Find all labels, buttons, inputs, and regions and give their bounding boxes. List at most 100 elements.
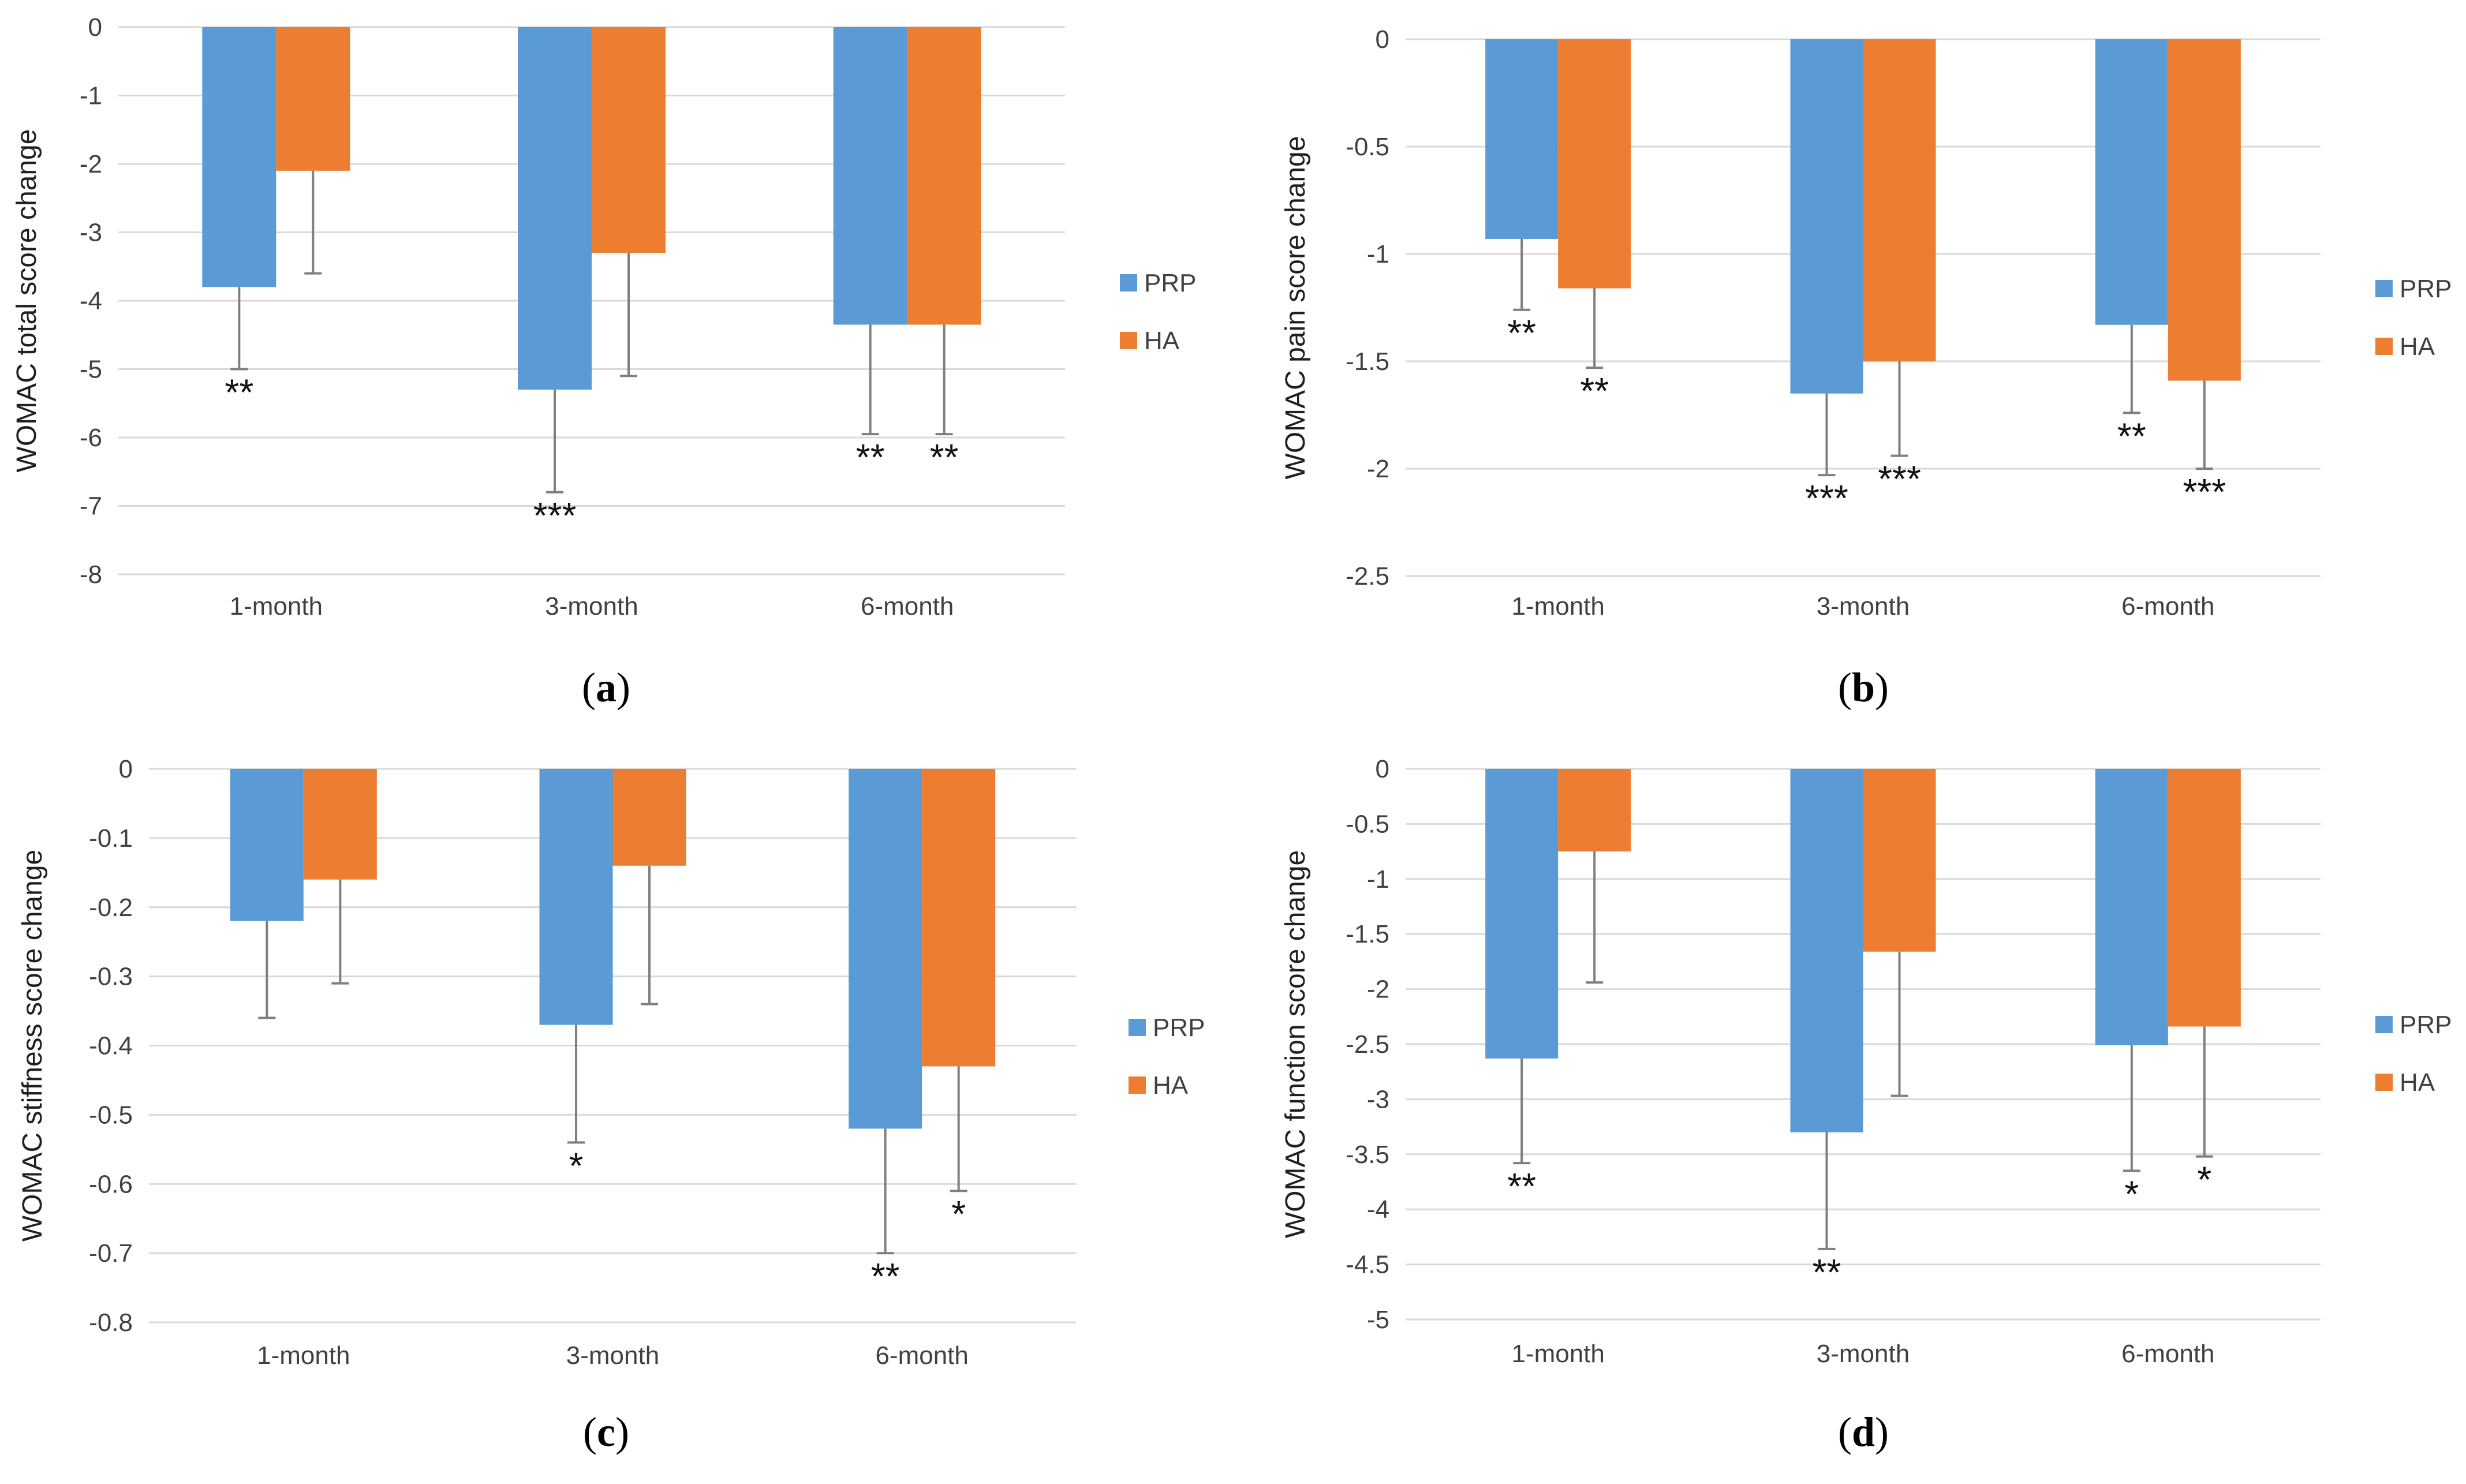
bar-ha xyxy=(2168,769,2241,1027)
y-tick-label: -1.5 xyxy=(1346,920,1389,948)
legend-label-prp: PRP xyxy=(2400,1011,2452,1039)
y-tick-label: -0.5 xyxy=(1346,810,1389,838)
y-tick-label: -2 xyxy=(1367,455,1389,483)
y-tick-label: -2 xyxy=(80,150,102,178)
bar-ha xyxy=(907,27,981,325)
y-tick-label: 0 xyxy=(1376,25,1389,54)
significance-marker: * xyxy=(2197,1159,2211,1201)
significance-marker: ** xyxy=(1580,370,1609,412)
x-tick-label: 6-month xyxy=(2121,1340,2214,1368)
y-axis-label: WOMAC total score change xyxy=(12,129,42,473)
significance-marker: ** xyxy=(1507,1165,1536,1207)
x-tick-label: 3-month xyxy=(545,592,638,620)
legend-swatch-ha xyxy=(1120,332,1137,349)
y-tick-label: -1 xyxy=(1367,240,1389,268)
x-tick-label: 6-month xyxy=(861,592,954,620)
significance-marker: * xyxy=(569,1145,584,1186)
y-axis-label: WOMAC pain score change xyxy=(1280,136,1311,480)
legend-swatch-prp xyxy=(1120,274,1137,291)
significance-marker: ** xyxy=(856,436,885,478)
legend-label-ha: HA xyxy=(1153,1071,1189,1100)
legend-label-ha: HA xyxy=(1144,327,1180,355)
significance-marker: * xyxy=(2124,1173,2139,1214)
bar-prp xyxy=(1790,769,1863,1132)
legend-swatch-prp xyxy=(2375,280,2393,297)
significance-marker: * xyxy=(951,1193,966,1235)
y-tick-label: -0.8 xyxy=(89,1309,133,1337)
y-tick-label: -3 xyxy=(1367,1085,1389,1113)
legend-label-prp: PRP xyxy=(2400,275,2452,303)
significance-marker: ** xyxy=(1507,312,1536,354)
significance-marker: *** xyxy=(2183,471,2226,513)
bar-ha xyxy=(612,769,686,866)
bar-ha xyxy=(1863,39,1936,361)
bar-prp xyxy=(230,769,304,921)
y-tick-label: -0.5 xyxy=(1346,133,1389,161)
x-tick-label: 3-month xyxy=(566,1341,659,1370)
legend-label-ha: HA xyxy=(2400,1068,2435,1097)
bar-prp xyxy=(2095,39,2168,325)
y-tick-label: -2.5 xyxy=(1346,562,1389,590)
y-tick-label: -3 xyxy=(80,219,102,247)
significance-marker: ** xyxy=(225,372,253,413)
significance-marker: ** xyxy=(2117,415,2146,457)
legend-swatch-ha xyxy=(2375,1074,2393,1091)
chart-panel-d: 0 -0.5 -1 -1.5 -2 -2.5 -3 -3.5 -4 -4.5 -5 WOMAC fun… xyxy=(1280,755,2452,1455)
panel-label: (c) xyxy=(583,1409,629,1455)
significance-marker: ** xyxy=(930,436,959,478)
y-tick-label: -0.4 xyxy=(89,1032,133,1060)
y-tick-label: -0.7 xyxy=(89,1239,133,1268)
x-tick-label: 6-month xyxy=(2121,592,2214,620)
y-tick-label: 0 xyxy=(1376,755,1389,783)
bar-prp xyxy=(1790,39,1863,394)
bar-ha xyxy=(1558,39,1631,289)
y-tick-label: -4 xyxy=(80,287,102,315)
chart-panel-b: 0 -0.5 -1 -1.5 -2 -2.5 WOMAC pain score change… xyxy=(1280,25,2452,711)
y-tick-label: -2.5 xyxy=(1346,1030,1389,1059)
y-tick-label: -0.2 xyxy=(89,894,133,922)
y-tick-label: -5 xyxy=(1367,1306,1389,1334)
y-tick-label: -1 xyxy=(80,82,102,110)
legend-label-prp: PRP xyxy=(1153,1014,1205,1042)
y-tick-label: -7 xyxy=(80,492,102,521)
x-tick-label: 1-month xyxy=(230,592,323,620)
legend-swatch-ha xyxy=(1129,1076,1146,1094)
y-tick-label: -0.3 xyxy=(89,963,133,991)
y-tick-label: -0.1 xyxy=(89,824,133,853)
y-tick-label: -8 xyxy=(80,560,102,589)
bar-prp xyxy=(539,769,613,1025)
y-tick-label: -5 xyxy=(80,356,102,384)
x-tick-label: 3-month xyxy=(1817,1340,1910,1368)
bar-ha xyxy=(922,769,996,1067)
bar-ha xyxy=(2168,39,2241,381)
bar-ha xyxy=(303,769,377,880)
bar-prp xyxy=(202,27,277,287)
panel-label: (d) xyxy=(1838,1409,1889,1455)
bar-ha xyxy=(276,27,350,171)
y-tick-label: -1 xyxy=(1367,865,1389,894)
x-tick-label: 1-month xyxy=(1511,1340,1604,1368)
bar-prp xyxy=(1485,39,1559,239)
y-tick-label: -4 xyxy=(1367,1195,1389,1224)
bar-prp xyxy=(1485,769,1559,1059)
bar-ha xyxy=(1558,769,1631,852)
x-tick-label: 6-month xyxy=(875,1341,968,1370)
panel-label: (b) xyxy=(1838,664,1889,711)
significance-marker: *** xyxy=(1878,458,1921,500)
bar-ha xyxy=(1863,769,1936,952)
x-tick-label: 1-month xyxy=(1511,592,1604,620)
legend-swatch-prp xyxy=(1129,1019,1146,1036)
y-axis-label: WOMAC function score change xyxy=(1280,850,1311,1238)
legend-swatch-prp xyxy=(2375,1016,2393,1033)
y-tick-label: -6 xyxy=(80,424,102,452)
significance-marker: ** xyxy=(871,1255,900,1297)
bar-prp xyxy=(2095,769,2168,1045)
chart-panel-a: 0 -1 -2 -3 -4 -5 -6 -7 -8 WOMAC total score chang… xyxy=(12,13,1196,711)
bar-prp xyxy=(849,769,922,1129)
chart-panel-c: 0 -0.1 -0.2 -0.3 -0.4 -0.5 -0.6 -0.7 -0.8 WOMAC s… xyxy=(17,755,1205,1455)
bar-prp xyxy=(518,27,592,390)
y-tick-label: -3.5 xyxy=(1346,1141,1389,1169)
y-tick-label: 0 xyxy=(88,13,102,42)
y-tick-label: -2 xyxy=(1367,975,1389,1004)
significance-marker: ** xyxy=(1813,1251,1841,1293)
